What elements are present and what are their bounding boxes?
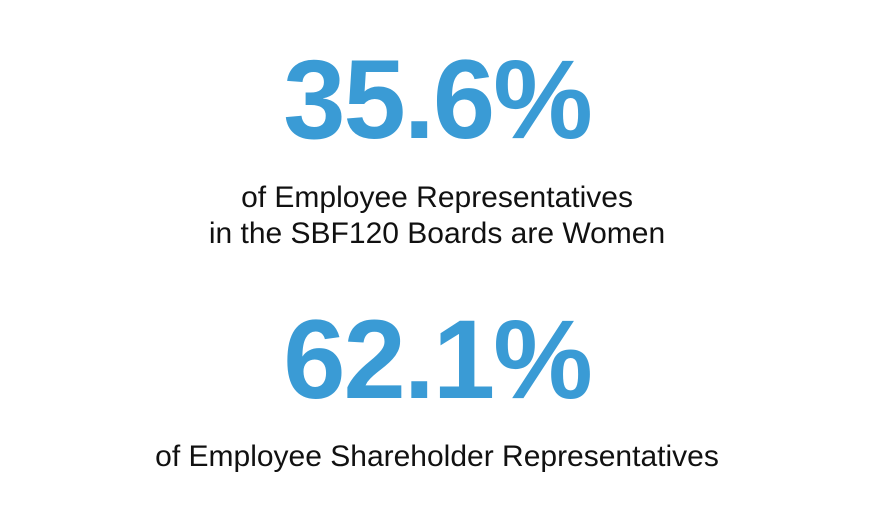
stat-value-women-employee-representatives: 35.6% (283, 37, 593, 162)
caption-line: of Employee Representatives (241, 181, 633, 214)
stat-caption-women-employee-representatives: of Employee Representatives in the SBF12… (0, 180, 874, 252)
stat-value-employee-shareholder-representatives: 62.1% (283, 297, 593, 422)
caption-line: in the SBF120 Boards are Women (208, 217, 666, 250)
caption-line: of Employee Shareholder Representatives (155, 440, 719, 473)
stat-caption-employee-shareholder-representatives: of Employee Shareholder Representatives (0, 439, 874, 475)
